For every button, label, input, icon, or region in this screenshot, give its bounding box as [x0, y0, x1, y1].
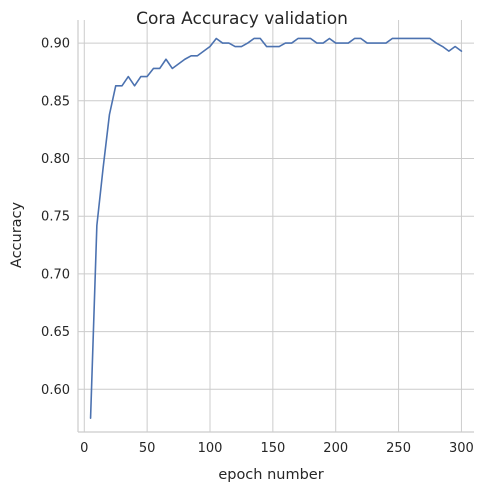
- x-axis-label: epoch number: [218, 467, 323, 483]
- y-tick-label: 0.70: [41, 267, 70, 282]
- chart-title: Cora Accuracy validation: [136, 9, 348, 29]
- y-tick-label: 0.65: [41, 325, 70, 340]
- x-tick-label: 200: [323, 441, 348, 456]
- y-tick-label: 0.80: [41, 152, 70, 167]
- x-tick-label: 100: [198, 441, 223, 456]
- axes: [77, 20, 474, 433]
- x-tick-label: 0: [80, 441, 88, 456]
- y-tick-label: 0.60: [41, 383, 70, 398]
- y-tick-label: 0.75: [41, 210, 70, 225]
- grid: [78, 20, 474, 432]
- series-layer: [89, 37, 463, 419]
- y-tick-label: 0.90: [41, 37, 70, 52]
- x-tick-label: 150: [260, 441, 285, 456]
- x-tick-label: 300: [449, 441, 474, 456]
- y-axis-label: Accuracy: [9, 201, 25, 268]
- y-tick-label: 0.85: [41, 94, 70, 109]
- series-line: [89, 37, 463, 419]
- y-tick-labels: 0.60 0.65 0.70 0.75 0.80 0.85 0.90: [41, 37, 70, 398]
- x-tick-labels: 0 50 100 150 200 250 300: [80, 441, 474, 456]
- x-tick-label: 250: [386, 441, 411, 456]
- x-tick-label: 50: [139, 441, 156, 456]
